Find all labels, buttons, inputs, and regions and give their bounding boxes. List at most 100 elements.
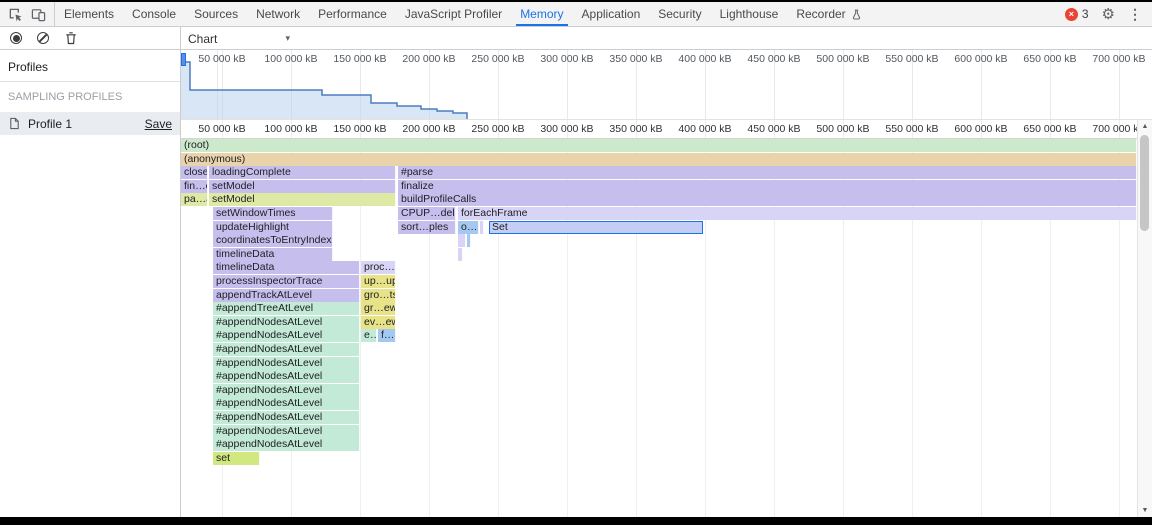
flame-node-finalize[interactable]: finalize (398, 180, 1137, 193)
tab-label: JavaScript Profiler (404, 7, 503, 21)
tab-lighthouse[interactable]: Lighthouse (711, 2, 788, 26)
ruler-tick-label: 400 000 kB (678, 123, 732, 135)
profile-name: Profile 1 (28, 116, 73, 131)
memory-panel-toolbar: Chart ▾ (0, 27, 1152, 50)
memory-overview-pane[interactable]: 50 000 kB 100 000 kB 150 000 kB 200 000 kB 2… (181, 50, 1152, 120)
flame-node[interactable] (458, 248, 463, 261)
flame-node-processinspectortrace[interactable]: processInspectorTrace (213, 275, 360, 288)
memory-timeline-chart (181, 61, 468, 119)
flame-node-setmodel[interactable]: setModel (209, 180, 396, 193)
flame-node-appendnodesatlevel[interactable]: #appendNodesAtLevel (213, 343, 360, 356)
flame-node-appendnodesatlevel[interactable]: #appendNodesAtLevel (213, 329, 360, 342)
device-toolbar-icon[interactable] (31, 7, 46, 22)
flame-node-appendnodesatlevel[interactable]: #appendNodesAtLevel (213, 438, 360, 451)
flame-node-appendtrackatlevel[interactable]: appendTrackAtLevel (213, 289, 360, 302)
bottom-black-bar (0, 517, 1152, 525)
flame-node-cpup-del[interactable]: CPUP…del (398, 207, 456, 220)
flame-node-loadingcomplete[interactable]: loadingComplete (209, 166, 396, 179)
flame-node-pa-at[interactable]: pa…at (181, 193, 208, 206)
flame-node-appendnodesatlevel[interactable]: #appendNodesAtLevel (213, 411, 360, 424)
ruler-tick-label: 600 000 kB (954, 123, 1008, 135)
flame-node-appendnodesatlevel[interactable]: #appendNodesAtLevel (213, 357, 360, 370)
tab-network[interactable]: Network (247, 2, 309, 26)
tab-label: Network (256, 7, 301, 21)
flame-node-gro-ts[interactable]: gro…ts (361, 289, 396, 302)
view-mode-select[interactable]: Chart ▾ (188, 29, 290, 48)
flame-node-fin-ce[interactable]: fin…ce (181, 180, 208, 193)
flame-node-o-k[interactable]: o…k (458, 221, 479, 234)
tab-console[interactable]: Console (123, 2, 185, 26)
tab-sources[interactable]: Sources (185, 2, 247, 26)
scroll-down-arrow[interactable]: ▼ (1141, 507, 1149, 514)
flame-node-updatehighlight[interactable]: updateHighlight (213, 221, 333, 234)
flame-node-root[interactable]: (root) (181, 139, 1137, 152)
flame-node-timelinedata[interactable]: timelineData (213, 261, 360, 274)
flame-node[interactable] (467, 234, 471, 247)
save-profile-link[interactable]: Save (144, 116, 172, 131)
flame-node-anonymous[interactable]: (anonymous) (181, 153, 1137, 166)
record-heap-profile-button[interactable] (10, 32, 22, 44)
more-options-icon[interactable]: ⋮ (1128, 6, 1142, 22)
flame-node-e[interactable]: e… (361, 329, 377, 342)
flame-node-setwindowtimes[interactable]: setWindowTimes (213, 207, 333, 220)
flame-node-appendnodesatlevel[interactable]: #appendNodesAtLevel (213, 370, 360, 383)
flame-node-appendnodesatlevel[interactable]: #appendNodesAtLevel (213, 384, 360, 397)
tab-label: Memory (520, 7, 564, 21)
ruler-tick-label: 600 000 kB (954, 53, 1008, 65)
flame-node-f-r[interactable]: f…r (378, 329, 396, 342)
overview-selection-handle[interactable] (181, 53, 186, 66)
tab-memory[interactable]: Memory (511, 2, 572, 26)
flame-node-appendnodesatlevel[interactable]: #appendNodesAtLevel (213, 316, 360, 329)
vertical-scrollbar[interactable]: ▲ ▼ (1137, 120, 1152, 517)
flame-node-parse[interactable]: #parse (398, 166, 1137, 179)
flame-node-buildprofilecalls[interactable]: buildProfileCalls (398, 193, 1137, 206)
tab-bar-left-icons (0, 2, 55, 26)
flame-node-appendtreeatlevel[interactable]: #appendTreeAtLevel (213, 302, 360, 315)
sidebar-item-profile-1[interactable]: Profile 1 Save (0, 112, 180, 135)
ruler-tick-label: 650 000 kB (1023, 53, 1077, 65)
tab-javascript-profiler[interactable]: JavaScript Profiler (396, 2, 511, 26)
tab-elements[interactable]: Elements (55, 2, 123, 26)
flame-node-appendnodesatlevel[interactable]: #appendNodesAtLevel (213, 397, 360, 410)
flame-node-gr-ew[interactable]: gr…ew (361, 302, 396, 315)
flame-node[interactable] (480, 221, 484, 234)
flame-node[interactable] (458, 234, 466, 247)
flame-node-setmodel[interactable]: setModel (209, 193, 396, 206)
flame-node-coordinatestoentryindex[interactable]: coordinatesToEntryIndex (213, 234, 333, 247)
scrollbar-thumb[interactable] (1140, 135, 1149, 231)
tab-recorder[interactable]: Recorder (787, 2, 870, 26)
tab-performance[interactable]: Performance (309, 2, 396, 26)
scroll-up-arrow[interactable]: ▲ (1141, 123, 1149, 130)
flame-node-timelinedata[interactable]: timelineData (213, 248, 333, 261)
flame-node-up-up[interactable]: up…up (361, 275, 396, 288)
inspect-element-icon[interactable] (8, 7, 23, 22)
ruler-tick-label: 350 000 kB (609, 123, 663, 135)
flame-node-set[interactable]: Set (489, 221, 703, 234)
delete-profile-icon[interactable] (64, 31, 78, 45)
settings-gear-icon[interactable]: ⚙ (1101, 5, 1115, 23)
tab-security[interactable]: Security (649, 2, 710, 26)
ruler-tick-label: 450 000 kB (747, 123, 801, 135)
ruler-tick-label: 700 000 kB (1092, 123, 1137, 135)
clear-all-profiles-button[interactable] (37, 32, 49, 44)
tab-label: Recorder (796, 7, 846, 21)
tab-application[interactable]: Application (573, 2, 650, 26)
flame-node-foreachframe[interactable]: forEachFrame (458, 207, 1137, 220)
flame-node-sort-ples[interactable]: sort…ples (398, 221, 456, 234)
flame-node-close[interactable]: close (181, 166, 208, 179)
flame-node-ev-ew[interactable]: ev…ew (361, 316, 396, 329)
overview-line (181, 61, 468, 119)
ruler-tick-label: 550 000 kB (885, 53, 939, 65)
ruler-tick-label: 350 000 kB (609, 53, 663, 65)
tab-label: Elements (64, 7, 115, 21)
flame-chart[interactable]: (root) (anonymous) close loadingComplete #pa… (181, 139, 1137, 517)
flame-node-set[interactable]: set (213, 452, 260, 465)
console-errors-indicator[interactable]: × 3 (1064, 7, 1089, 21)
sidebar-divider (0, 81, 180, 82)
ruler-tick-label: 300 000 kB (540, 53, 594, 65)
flame-node-proc-ata[interactable]: proc…ata (361, 261, 396, 274)
flame-node-appendnodesatlevel[interactable]: #appendNodesAtLevel (213, 425, 360, 438)
experiment-flask-icon (851, 9, 862, 20)
tab-label: Sources (194, 7, 239, 21)
